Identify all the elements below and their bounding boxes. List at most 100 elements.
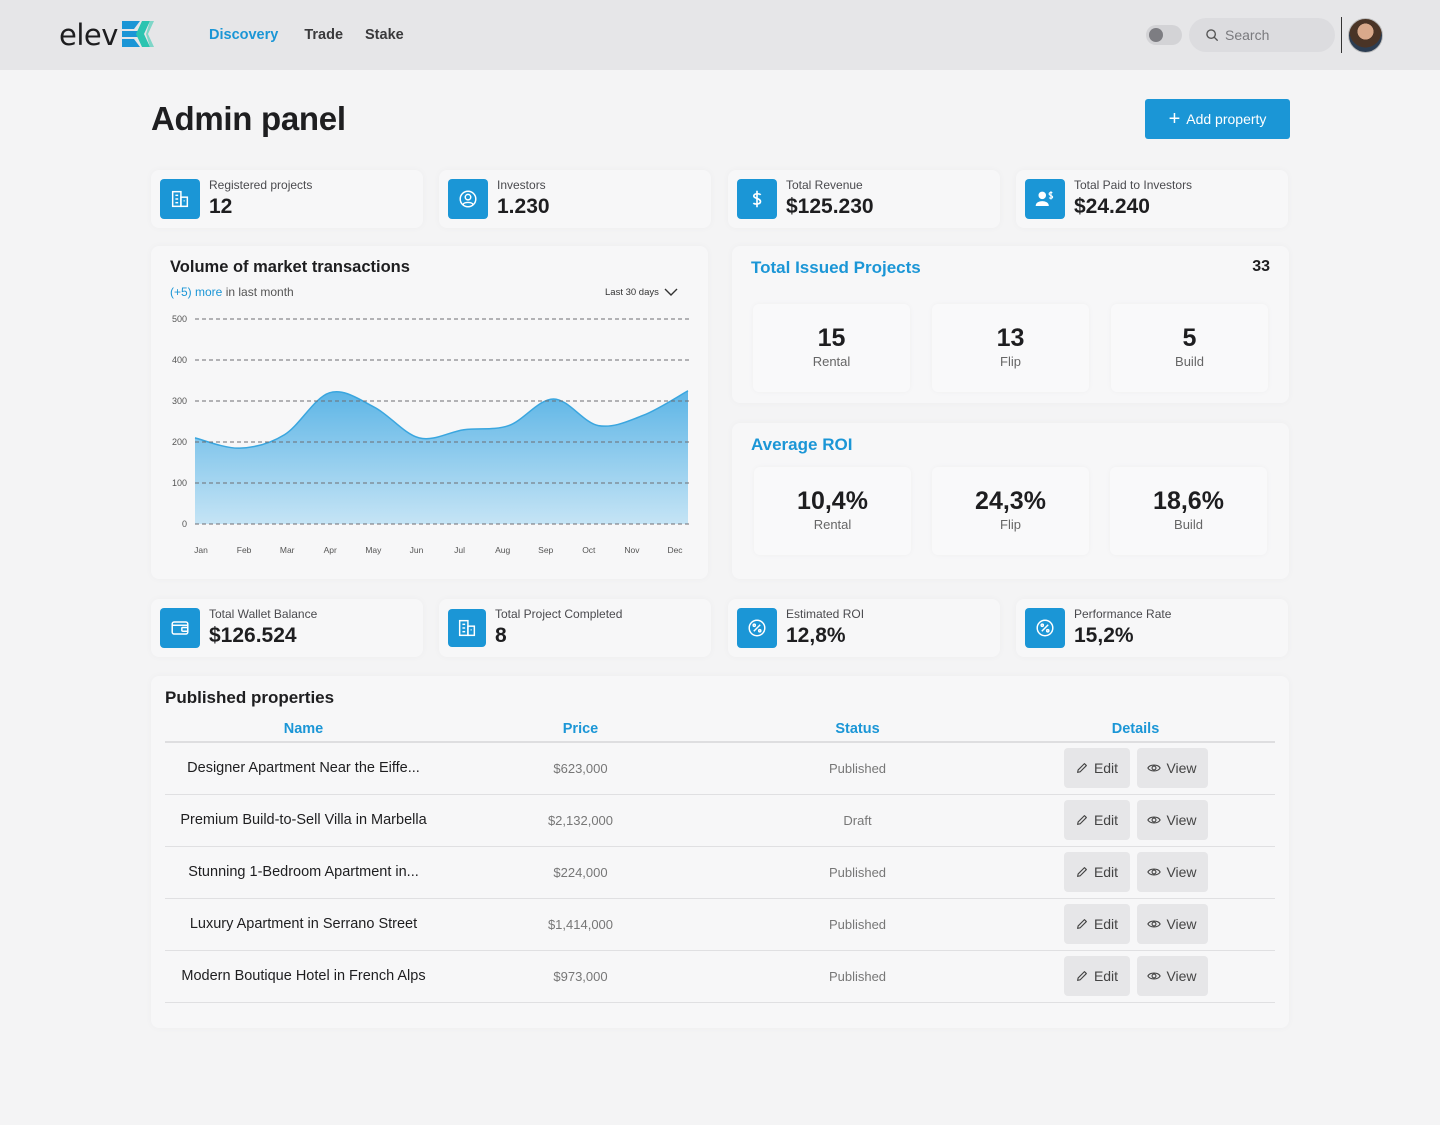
plus-icon: +: [1168, 108, 1181, 130]
add-property-label: Add property: [1186, 111, 1267, 127]
stat-label: Total Paid to Investors: [1074, 178, 1193, 192]
property-name: Designer Apartment Near the Eiffe...: [165, 742, 442, 795]
edit-button[interactable]: Edit: [1063, 748, 1130, 789]
stat-card-total-revenue: Total Revenue $125.230: [728, 170, 1000, 228]
property-price: $973,000: [442, 950, 719, 1003]
properties-table: Name Price Status Details Designer Apart…: [165, 716, 1275, 1003]
project-count: 13: [996, 324, 1025, 352]
avatar[interactable]: [1348, 18, 1383, 53]
range-select[interactable]: Last 30 days: [605, 287, 678, 298]
data-point-nov[interactable]: [641, 413, 645, 417]
nav-discovery[interactable]: Discovery: [209, 27, 279, 43]
stat-value: 12,8%: [786, 624, 846, 647]
data-point-dec[interactable]: [686, 389, 690, 393]
nav-stake[interactable]: Stake: [365, 27, 404, 43]
search-input[interactable]: [1225, 27, 1325, 43]
add-property-button[interactable]: + Add property: [1145, 99, 1290, 139]
pencil-icon: [1076, 815, 1087, 825]
view-button[interactable]: View: [1136, 852, 1208, 892]
x-tick-label: May: [365, 545, 382, 555]
table-row: Luxury Apartment in Serrano Street $1,41…: [165, 898, 1275, 951]
property-status: Published: [719, 742, 996, 795]
top-bar: elev Discovery Trade Stake: [0, 0, 1440, 70]
stat-label: Registered projects: [209, 178, 313, 192]
edit-button[interactable]: Edit: [1063, 956, 1130, 996]
column-header-details: Details: [996, 716, 1275, 743]
property-price: $224,000: [442, 846, 719, 899]
x-tick-label: Nov: [624, 545, 640, 555]
edit-label: Edit: [1093, 968, 1119, 984]
theme-toggle[interactable]: [1146, 25, 1182, 45]
edit-button[interactable]: Edit: [1063, 800, 1130, 840]
column-header-price[interactable]: Price: [442, 716, 719, 743]
view-label: View: [1166, 968, 1197, 984]
percent-icon: [737, 608, 777, 648]
user-circle-icon: [448, 179, 488, 219]
search-box[interactable]: [1189, 18, 1335, 52]
stat-card-total-paid: Total Paid to Investors $24.240: [1016, 170, 1288, 228]
search-icon: [1206, 29, 1218, 41]
roi-value: 18,6%: [1153, 487, 1224, 515]
stat-card-investors: Investors 1.230: [439, 170, 711, 228]
view-label: View: [1166, 760, 1197, 777]
project-type-flip: 13 Flip: [932, 304, 1089, 392]
x-tick-label: Jul: [454, 545, 465, 555]
property-name: Stunning 1-Bedroom Apartment in...: [165, 846, 442, 899]
project-type-rental: 15 Rental: [753, 304, 910, 392]
column-header-name[interactable]: Name: [165, 716, 442, 743]
logo[interactable]: elev: [59, 16, 156, 54]
data-point-jan[interactable]: [193, 436, 197, 440]
header-divider: [1341, 17, 1342, 53]
stat-card-wallet-balance: Total Wallet Balance $126.524: [151, 599, 423, 657]
data-point-apr[interactable]: [327, 391, 331, 395]
property-actions: Edit View: [996, 794, 1275, 847]
data-point-may[interactable]: [372, 405, 376, 409]
user-dollar-icon: [1025, 179, 1065, 219]
data-point-oct[interactable]: [596, 424, 600, 428]
logo-text: elev: [59, 18, 118, 52]
x-tick-label: Aug: [495, 545, 510, 555]
eye-icon: [1147, 868, 1162, 876]
data-point-jun[interactable]: [417, 436, 421, 440]
area-series-fill: [195, 390, 688, 524]
view-button[interactable]: View: [1136, 800, 1208, 840]
y-tick-label: 200: [172, 437, 187, 447]
view-button[interactable]: View: [1136, 956, 1208, 996]
project-count: 5: [1182, 324, 1197, 352]
column-header-status[interactable]: Status: [719, 716, 996, 743]
project-type-build: 5 Build: [1111, 304, 1268, 392]
x-tick-label: Jan: [194, 545, 208, 555]
x-tick-label: Feb: [237, 545, 252, 555]
stat-value: 15,2%: [1074, 624, 1134, 647]
edit-button[interactable]: Edit: [1063, 852, 1130, 892]
edit-button[interactable]: Edit: [1063, 904, 1130, 944]
y-tick-label: 400: [172, 355, 187, 365]
data-point-jul[interactable]: [462, 428, 466, 432]
project-type-label: Build: [1175, 354, 1204, 369]
chart-subtitle-highlight: (+5) more: [170, 285, 223, 299]
logo-mark-icon: [121, 21, 154, 47]
stat-value: $24.240: [1074, 195, 1150, 218]
chart-subtitle-rest: in last month: [222, 285, 294, 299]
property-actions: Edit View: [996, 950, 1275, 1003]
dollar-icon: [737, 179, 777, 219]
page-title: Admin panel: [151, 100, 346, 137]
view-button[interactable]: View: [1136, 904, 1208, 944]
chart-subtitle: (+5) more in last month: [170, 285, 294, 299]
stat-label: Total Project Completed: [495, 607, 623, 621]
area-chart: 0 100 200 300 400 500 Jan Feb Mar Apr May Jun Jul Aug…: [172, 314, 690, 555]
roi-label: Build: [1174, 517, 1203, 532]
data-point-aug[interactable]: [507, 424, 511, 428]
view-button[interactable]: View: [1136, 748, 1208, 789]
table-row: Premium Build-to-Sell Villa in Marbella …: [165, 794, 1275, 847]
nav-trade[interactable]: Trade: [304, 27, 344, 43]
edit-label: Edit: [1093, 760, 1119, 777]
pencil-icon: [1076, 867, 1087, 877]
data-point-mar[interactable]: [283, 433, 287, 437]
issued-projects-title: Total Issued Projects: [751, 258, 921, 277]
x-tick-label: Oct: [582, 545, 596, 555]
data-point-sep[interactable]: [552, 397, 556, 401]
data-point-feb[interactable]: [238, 446, 242, 450]
pencil-icon: [1076, 763, 1087, 774]
edit-label: Edit: [1093, 916, 1119, 932]
